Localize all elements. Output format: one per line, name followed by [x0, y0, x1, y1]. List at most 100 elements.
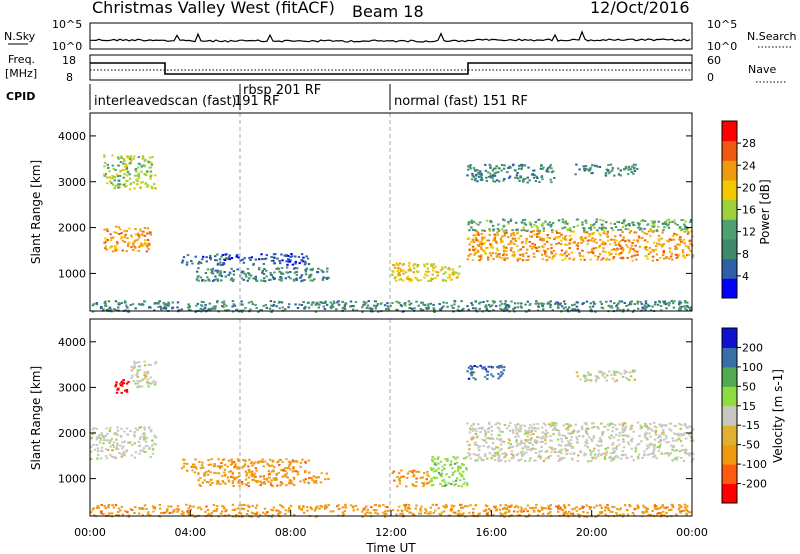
- velocity-cell: [597, 452, 601, 455]
- power-cell: [122, 183, 126, 186]
- velocity-cell: [475, 430, 478, 433]
- power-cell: [539, 167, 542, 170]
- velocity-cell: [212, 504, 216, 506]
- power-cell: [533, 243, 537, 246]
- power-cell: [271, 305, 275, 307]
- velocity-cell: [337, 507, 341, 510]
- power-cell: [651, 250, 654, 252]
- velocity-cell: [531, 447, 535, 450]
- velocity-cell: [662, 510, 665, 513]
- velocity-cell: [311, 479, 314, 482]
- y-tick-label: 3000: [58, 381, 86, 394]
- velocity-cell: [517, 428, 520, 431]
- power-cell: [607, 169, 610, 172]
- velocity-cell: [467, 377, 471, 380]
- power-cell: [485, 306, 488, 309]
- power-cell: [265, 275, 268, 278]
- power-cell: [651, 221, 655, 224]
- power-cell: [687, 245, 690, 248]
- velocity-cell: [453, 462, 457, 465]
- velocity-cell: [487, 365, 490, 368]
- velocity-cell: [400, 475, 403, 478]
- velocity-cell: [511, 457, 514, 460]
- velocity-cell: [564, 450, 568, 453]
- power-cell: [515, 221, 518, 224]
- power-cell: [630, 171, 633, 174]
- velocity-cell: [556, 438, 560, 441]
- velocity-cell: [108, 430, 111, 432]
- power-cell: [510, 241, 514, 244]
- velocity-cell: [534, 430, 537, 433]
- velocity-cell: [484, 430, 487, 433]
- velocity-cell: [248, 471, 251, 473]
- power-cell: [535, 300, 538, 303]
- velocity-cell: [450, 509, 453, 511]
- velocity-cell: [471, 427, 475, 430]
- velocity-cell: [92, 514, 96, 517]
- power-cell: [602, 243, 605, 246]
- power-cell: [678, 227, 681, 230]
- velocity-cell: [538, 450, 541, 453]
- power-cell: [289, 255, 292, 258]
- power-cell: [409, 269, 413, 272]
- velocity-cell: [671, 458, 674, 461]
- power-cell: [593, 226, 596, 229]
- velocity-cell: [419, 507, 422, 510]
- power-cell: [222, 262, 225, 265]
- velocity-cell: [118, 452, 121, 454]
- velocity-cell: [569, 432, 573, 435]
- velocity-cell: [457, 465, 460, 468]
- power-cell: [394, 276, 397, 279]
- power-cell: [132, 157, 135, 160]
- power-cell: [472, 239, 475, 242]
- power-cell: [433, 311, 436, 313]
- velocity-cell: [373, 509, 376, 512]
- power-cell: [549, 303, 552, 306]
- velocity-cell: [190, 465, 193, 468]
- power-cell: [517, 167, 521, 170]
- velocity-cell: [503, 506, 507, 509]
- power-cell: [533, 223, 536, 226]
- power-cell: [485, 239, 489, 242]
- power-cell: [243, 257, 246, 260]
- power-cell: [386, 302, 389, 305]
- velocity-cell: [578, 514, 582, 516]
- power-cell: [685, 308, 688, 311]
- velocity-cell: [563, 434, 567, 437]
- power-cell: [198, 261, 201, 263]
- velocity-cell: [633, 508, 637, 511]
- velocity-cell: [209, 463, 213, 466]
- velocity-cell: [231, 471, 234, 474]
- velocity-cell: [432, 467, 435, 470]
- velocity-cell: [542, 507, 545, 509]
- velocity-cell: [424, 508, 427, 511]
- velocity-cell: [612, 458, 615, 461]
- velocity-cell: [655, 457, 658, 460]
- velocity-cell: [91, 508, 95, 511]
- velocity-cell: [641, 457, 644, 459]
- velocity-cell: [146, 370, 149, 373]
- power-cell: [397, 272, 400, 275]
- power-cell: [688, 240, 691, 243]
- velocity-cell: [150, 429, 153, 432]
- power-cell: [330, 305, 333, 308]
- noise-left-tick-bottom: 10^0: [52, 40, 82, 53]
- power-cell: [672, 306, 676, 309]
- power-cell: [149, 166, 153, 169]
- power-cell: [399, 304, 403, 307]
- power-colorbar-tick-label: 4: [742, 270, 749, 283]
- power-cell: [207, 308, 211, 311]
- power-cell: [633, 170, 637, 172]
- power-cell: [467, 237, 471, 240]
- power-cell: [436, 271, 440, 274]
- power-cell: [682, 238, 686, 241]
- power-cell: [283, 254, 286, 257]
- velocity-cell: [472, 437, 475, 440]
- power-cell: [199, 276, 203, 279]
- power-cell: [541, 258, 544, 261]
- velocity-cell: [441, 469, 444, 472]
- velocity-cell: [469, 457, 473, 460]
- power-cell: [285, 271, 288, 274]
- power-cell: [470, 219, 473, 222]
- power-cell: [214, 275, 217, 278]
